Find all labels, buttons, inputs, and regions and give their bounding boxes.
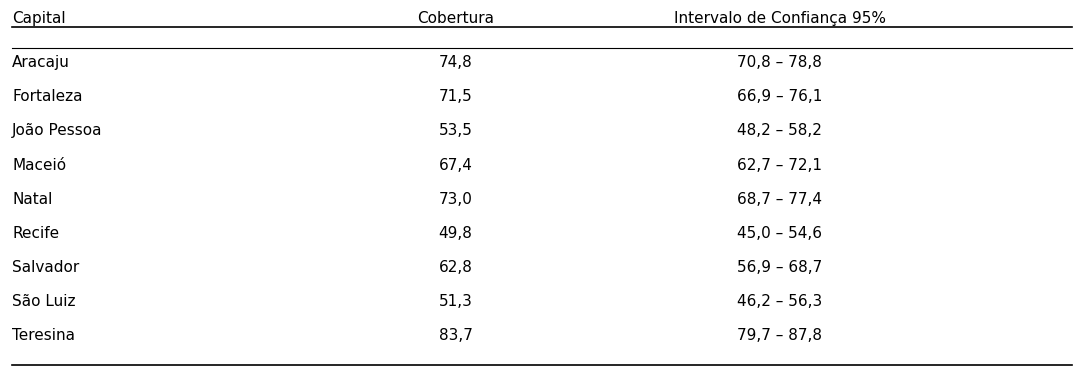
Text: 68,7 – 77,4: 68,7 – 77,4	[737, 192, 823, 207]
Text: Capital: Capital	[12, 10, 66, 25]
Text: Recife: Recife	[12, 226, 60, 241]
Text: 62,7 – 72,1: 62,7 – 72,1	[737, 157, 823, 172]
Text: 53,5: 53,5	[439, 123, 473, 138]
Text: 74,8: 74,8	[439, 55, 473, 70]
Text: 46,2 – 56,3: 46,2 – 56,3	[737, 294, 823, 309]
Text: 67,4: 67,4	[439, 157, 473, 172]
Text: 62,8: 62,8	[439, 260, 473, 275]
Text: Salvador: Salvador	[12, 260, 79, 275]
Text: João Pessoa: João Pessoa	[12, 123, 103, 138]
Text: 79,7 – 87,8: 79,7 – 87,8	[737, 328, 823, 343]
Text: 48,2 – 58,2: 48,2 – 58,2	[737, 123, 823, 138]
Text: 56,9 – 68,7: 56,9 – 68,7	[737, 260, 823, 275]
Text: Fortaleza: Fortaleza	[12, 89, 82, 104]
Text: 51,3: 51,3	[439, 294, 473, 309]
Text: 49,8: 49,8	[439, 226, 473, 241]
Text: Natal: Natal	[12, 192, 53, 207]
Text: Cobertura: Cobertura	[417, 10, 494, 25]
Text: Aracaju: Aracaju	[12, 55, 70, 70]
Text: 83,7: 83,7	[439, 328, 473, 343]
Text: Intervalo de Confiança 95%: Intervalo de Confiança 95%	[674, 10, 886, 25]
Text: 70,8 – 78,8: 70,8 – 78,8	[737, 55, 823, 70]
Text: 73,0: 73,0	[439, 192, 473, 207]
Text: 71,5: 71,5	[439, 89, 473, 104]
Text: 45,0 – 54,6: 45,0 – 54,6	[737, 226, 823, 241]
Text: Maceió: Maceió	[12, 157, 66, 172]
Text: São Luiz: São Luiz	[12, 294, 76, 309]
Text: 66,9 – 76,1: 66,9 – 76,1	[737, 89, 823, 104]
Text: Teresina: Teresina	[12, 328, 75, 343]
